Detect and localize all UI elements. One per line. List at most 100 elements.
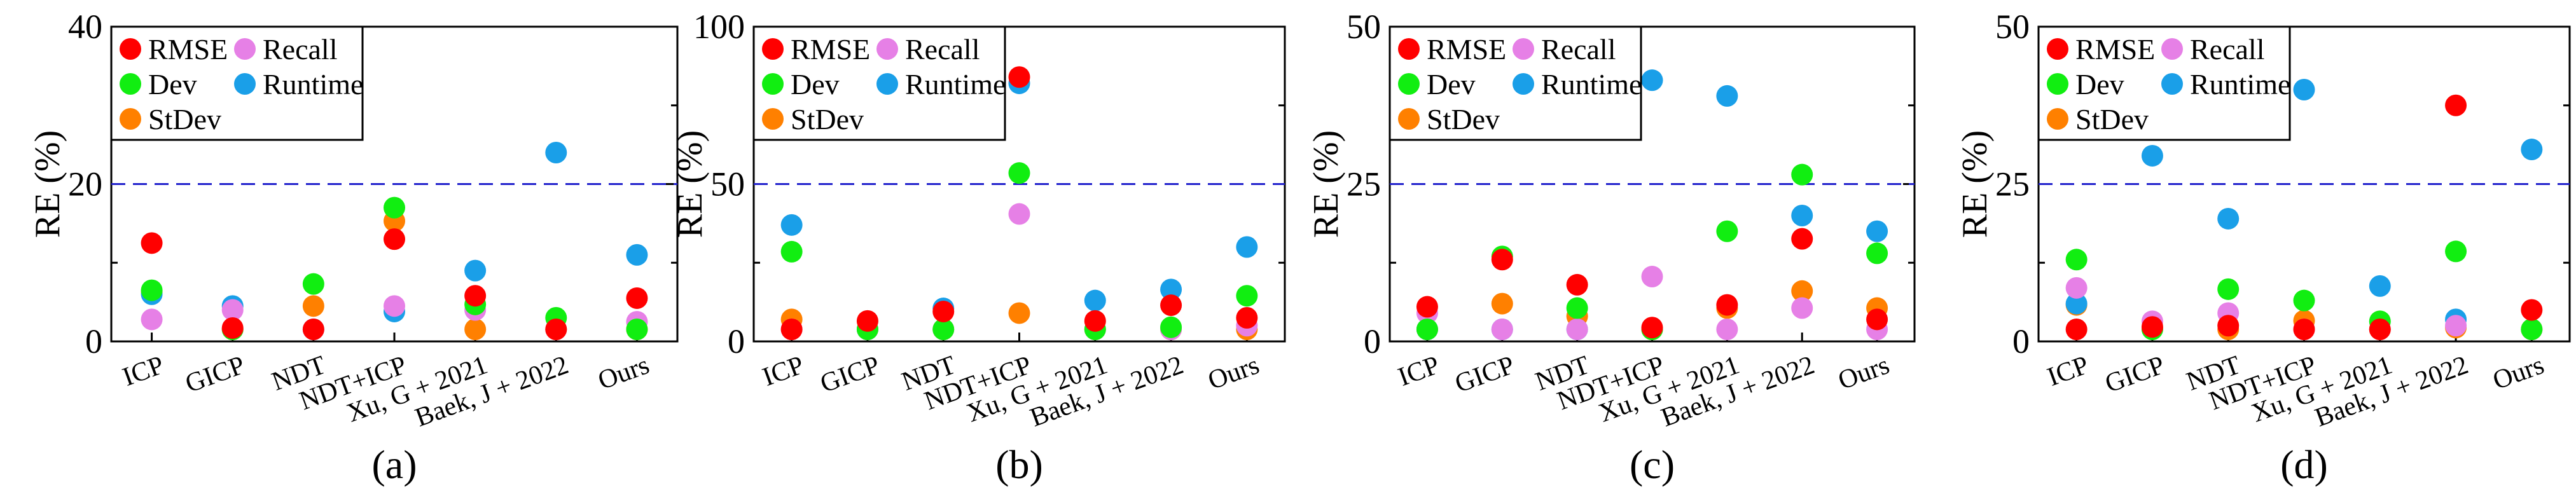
data-point-runtime [1641, 69, 1663, 92]
data-point-rmse [1716, 294, 1738, 316]
panel-label: (a) [371, 442, 417, 487]
legend-label-recall: Recall [905, 33, 980, 65]
data-point-rmse [464, 285, 487, 307]
data-point-recall [384, 295, 405, 317]
legend-label-dev: Dev [2075, 68, 2124, 100]
legend-marker-stdev [120, 108, 141, 130]
data-point-rmse [1008, 66, 1030, 88]
data-point-rmse [1236, 306, 1258, 329]
data-point-rmse [1160, 294, 1182, 317]
data-point-dev [2445, 240, 2467, 263]
data-point-runtime [545, 142, 567, 163]
data-point-rmse [1866, 308, 1888, 331]
data-point-rmse [932, 300, 955, 322]
legend-marker-rmse [1398, 38, 1420, 60]
data-point-stdev [1791, 280, 1813, 302]
data-point-runtime [1236, 236, 1258, 258]
panel-d: 0 25 50 RE (%) RMSE Recall Dev Runtime StDev ICP G… [1955, 8, 2571, 487]
data-point-rmse [2217, 315, 2240, 337]
legend-label-runtime: Runtime [905, 68, 1006, 100]
data-point-runtime [2293, 79, 2315, 100]
data-point-dev [1866, 242, 1888, 264]
data-point-rmse [302, 319, 324, 340]
data-point-runtime [1160, 278, 1182, 301]
legend-label-runtime: Runtime [2190, 68, 2290, 100]
data-point-runtime [1716, 85, 1738, 107]
y-tick-label: 20 [68, 165, 102, 203]
data-point-rmse [856, 310, 878, 332]
x-category-label: Ours [2489, 350, 2547, 395]
data-point-recall [1716, 319, 1738, 340]
data-point-dev [1716, 220, 1738, 242]
legend-label-rmse: RMSE [2075, 33, 2155, 65]
x-category-label: ICP [759, 350, 808, 392]
legend-marker-runtime [234, 73, 256, 95]
x-category-label: Ours [1204, 350, 1263, 395]
data-point-rmse [1566, 273, 1588, 296]
data-point-rmse [2445, 94, 2467, 116]
data-point-runtime [1791, 205, 1813, 226]
y-tick-label: 0 [2012, 322, 2030, 360]
data-point-rmse [221, 317, 244, 339]
data-point-dev [1236, 285, 1258, 307]
legend-marker-recall [234, 38, 256, 60]
legend-marker-recall [1513, 38, 1534, 60]
legend-marker-dev [2047, 73, 2068, 95]
data-point-dev [932, 319, 955, 340]
data-point-dev [1791, 163, 1813, 186]
data-point-dev [626, 319, 648, 340]
legend-marker-stdev [762, 108, 784, 130]
data-point-dev [2293, 289, 2315, 312]
legend-marker-dev [762, 73, 784, 95]
data-point-dev [1566, 297, 1588, 319]
legend-label-rmse: RMSE [148, 33, 228, 65]
y-tick-label: 0 [85, 322, 102, 360]
y-tick-label: 25 [1995, 165, 2030, 203]
y-tick-label: 40 [68, 8, 102, 46]
legend-label-recall: Recall [2190, 33, 2265, 65]
panel-label: (b) [995, 442, 1043, 487]
panel-label: (d) [2280, 442, 2328, 487]
data-point-stdev [464, 319, 487, 340]
data-point-rmse [2369, 319, 2391, 340]
data-point-dev [2521, 319, 2543, 340]
data-point-stdev [1491, 292, 1513, 315]
legend-label-dev: Dev [148, 68, 197, 100]
legend-label-stdev: StDev [2075, 103, 2149, 135]
data-point-dev [302, 273, 324, 295]
y-tick-label: 50 [710, 165, 745, 203]
data-point-rmse [1791, 228, 1813, 250]
legend-marker-runtime [2161, 73, 2183, 95]
y-axis-label: RE (%) [670, 130, 710, 238]
x-category-label: ICP [1394, 350, 1443, 392]
legend-marker-stdev [1398, 108, 1420, 130]
y-axis-label: RE (%) [28, 130, 67, 238]
x-category-label: ICP [2044, 350, 2093, 392]
data-point-dev [384, 196, 405, 219]
data-point-dev [1008, 162, 1030, 184]
legend-marker-dev [120, 73, 141, 95]
data-point-rmse [1641, 317, 1663, 339]
legend-marker-stdev [2047, 108, 2068, 130]
data-point-runtime [2065, 292, 2088, 315]
panel-b: 0 50 100 RE (%) RMSE Recall Dev Runtime StDev ICP… [670, 8, 1286, 487]
data-point-recall [1008, 203, 1030, 225]
legend-marker-rmse [762, 38, 784, 60]
data-point-dev [1160, 316, 1182, 338]
x-category-label: GICP [181, 350, 249, 399]
data-point-rmse [626, 287, 648, 309]
data-point-dev [2217, 278, 2240, 300]
legend-label-recall: Recall [263, 33, 338, 65]
legend-marker-dev [1398, 73, 1420, 95]
data-point-runtime [2141, 144, 2163, 167]
data-point-rmse [1491, 249, 1513, 271]
data-point-rmse [545, 319, 567, 340]
legend-label-rmse: RMSE [1427, 33, 1506, 65]
data-point-recall [2445, 315, 2467, 337]
data-point-rmse [2065, 319, 2088, 340]
panel-label: (c) [1630, 442, 1675, 487]
panel-a: 0 20 40 RE (%) RMSE Recall Dev Runtime StDev ICP G… [28, 8, 679, 487]
data-point-runtime [2217, 207, 2240, 230]
data-point-recall [221, 299, 244, 321]
